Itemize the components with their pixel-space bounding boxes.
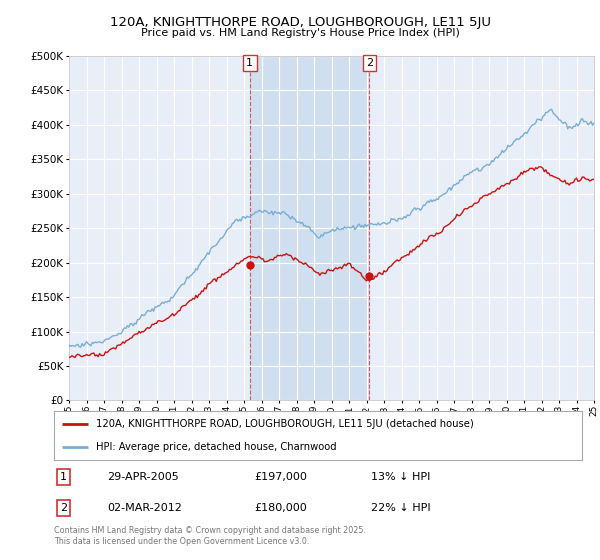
Text: 29-APR-2005: 29-APR-2005 (107, 472, 179, 482)
Text: 2: 2 (60, 503, 67, 513)
Text: 13% ↓ HPI: 13% ↓ HPI (371, 472, 430, 482)
Text: 1: 1 (60, 472, 67, 482)
Text: 1: 1 (246, 58, 253, 68)
Text: 02-MAR-2012: 02-MAR-2012 (107, 503, 182, 513)
Text: 2: 2 (366, 58, 373, 68)
Text: Contains HM Land Registry data © Crown copyright and database right 2025.
This d: Contains HM Land Registry data © Crown c… (54, 526, 366, 546)
Text: 120A, KNIGHTTHORPE ROAD, LOUGHBOROUGH, LE11 5JU (detached house): 120A, KNIGHTTHORPE ROAD, LOUGHBOROUGH, L… (96, 419, 474, 430)
Text: 120A, KNIGHTTHORPE ROAD, LOUGHBOROUGH, LE11 5JU: 120A, KNIGHTTHORPE ROAD, LOUGHBOROUGH, L… (110, 16, 491, 29)
Text: £197,000: £197,000 (254, 472, 308, 482)
Text: 22% ↓ HPI: 22% ↓ HPI (371, 503, 430, 513)
Bar (250, 56, 370, 400)
Text: HPI: Average price, detached house, Charnwood: HPI: Average price, detached house, Char… (96, 442, 337, 452)
Text: £180,000: £180,000 (254, 503, 307, 513)
Text: Price paid vs. HM Land Registry's House Price Index (HPI): Price paid vs. HM Land Registry's House … (140, 28, 460, 38)
